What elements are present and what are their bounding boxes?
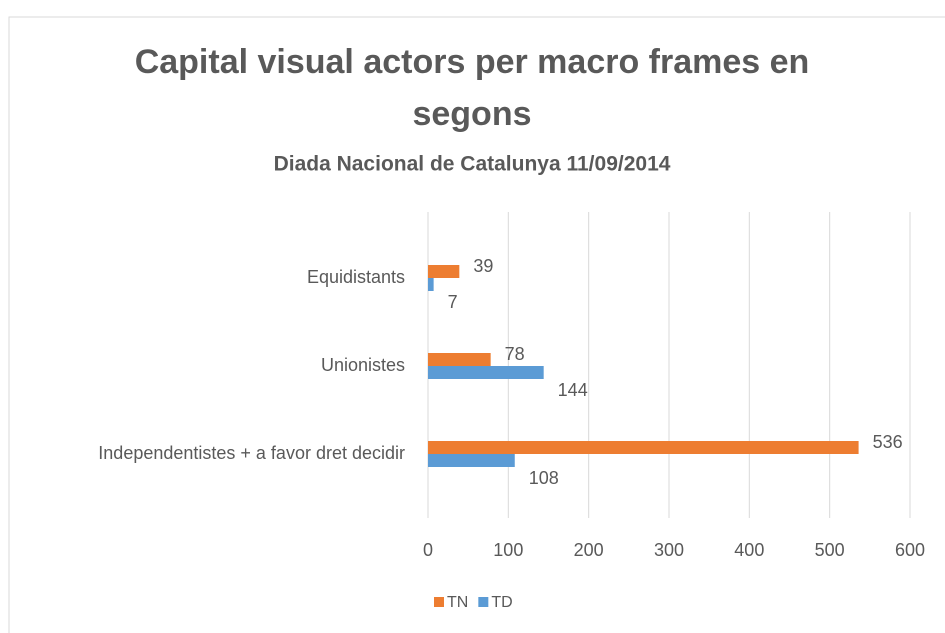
data-label: 7 <box>448 292 458 312</box>
chart-title: Capital visual actors per macro frames e… <box>134 43 810 133</box>
x-tick-label: 100 <box>493 540 523 560</box>
bar <box>428 441 859 454</box>
bar <box>428 366 544 379</box>
y-tick-label: Independentistes + a favor dret decidir <box>98 443 405 463</box>
x-tick-label: 500 <box>815 540 845 560</box>
bar <box>428 454 515 467</box>
bar <box>428 353 491 366</box>
data-label: 144 <box>558 380 588 400</box>
x-tick-label: 600 <box>895 540 925 560</box>
legend-swatch <box>478 597 489 607</box>
x-tick-label: 200 <box>574 540 604 560</box>
legend-swatch <box>434 597 444 607</box>
data-label: 39 <box>473 256 493 276</box>
data-label: 78 <box>505 344 525 364</box>
y-tick-label: Unionistes <box>321 355 405 375</box>
legend-label: TN <box>447 594 468 611</box>
chart-subtitle: Diada Nacional de Catalunya 11/09/2014 <box>274 153 671 176</box>
data-label: 108 <box>529 468 559 488</box>
x-tick-label: 300 <box>654 540 684 560</box>
legend-label: TD <box>491 594 512 611</box>
y-tick-label: Equidistants <box>307 267 405 287</box>
chart-border <box>8 16 945 633</box>
x-tick-label: 0 <box>423 540 433 560</box>
bar <box>428 278 434 291</box>
data-label: 536 <box>873 432 903 452</box>
x-tick-label: 400 <box>734 540 764 560</box>
bar <box>428 265 460 278</box>
